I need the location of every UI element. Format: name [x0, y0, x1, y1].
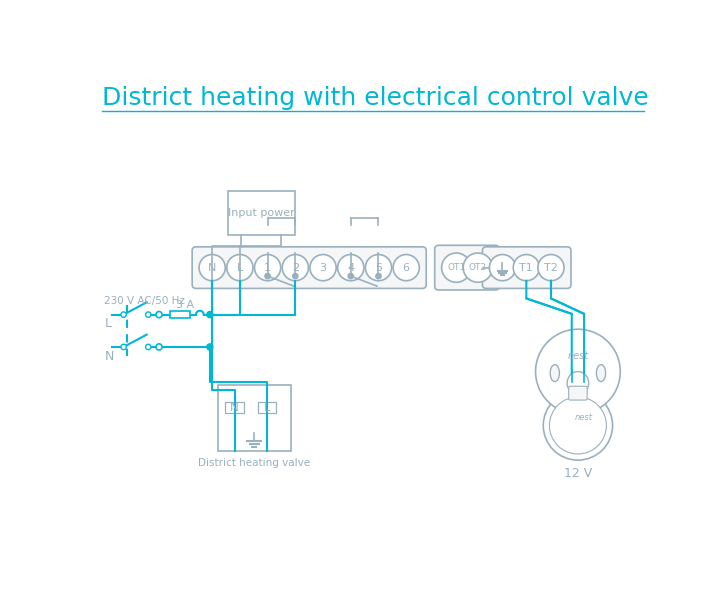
- Text: 230 V AC/50 Hz: 230 V AC/50 Hz: [103, 296, 184, 306]
- Bar: [225, 402, 244, 413]
- Circle shape: [543, 391, 612, 460]
- Circle shape: [550, 397, 606, 454]
- Text: 5: 5: [375, 263, 382, 273]
- Text: District heating valve: District heating valve: [198, 458, 310, 468]
- Text: OT2: OT2: [469, 263, 487, 272]
- Circle shape: [393, 255, 419, 281]
- Text: N: N: [208, 263, 216, 273]
- FancyBboxPatch shape: [192, 247, 426, 289]
- Text: nest: nest: [567, 351, 588, 361]
- FancyBboxPatch shape: [483, 247, 571, 289]
- Circle shape: [265, 273, 270, 279]
- Text: 1: 1: [264, 263, 271, 273]
- Text: 6: 6: [403, 263, 410, 273]
- FancyBboxPatch shape: [569, 386, 587, 400]
- Circle shape: [146, 312, 151, 317]
- Circle shape: [376, 273, 381, 279]
- Bar: [258, 402, 276, 413]
- Ellipse shape: [550, 365, 559, 381]
- Ellipse shape: [567, 372, 589, 394]
- Text: N: N: [230, 402, 239, 414]
- Circle shape: [293, 273, 298, 279]
- Circle shape: [156, 344, 162, 350]
- Circle shape: [199, 255, 225, 281]
- Text: L: L: [237, 263, 243, 273]
- Text: District heating with electrical control valve: District heating with electrical control…: [102, 86, 649, 110]
- Circle shape: [207, 311, 213, 318]
- Circle shape: [227, 255, 253, 281]
- Circle shape: [146, 345, 151, 350]
- Circle shape: [489, 255, 515, 281]
- Bar: [218, 386, 290, 451]
- Circle shape: [463, 253, 492, 282]
- Circle shape: [282, 255, 309, 281]
- Ellipse shape: [596, 365, 606, 381]
- Circle shape: [513, 255, 539, 281]
- Text: 3: 3: [320, 263, 327, 273]
- Circle shape: [156, 311, 162, 318]
- Text: T2: T2: [544, 263, 558, 273]
- Circle shape: [207, 344, 213, 350]
- Text: 2: 2: [292, 263, 299, 273]
- Text: OT1: OT1: [447, 263, 465, 272]
- Circle shape: [338, 255, 364, 281]
- Circle shape: [442, 253, 471, 282]
- FancyBboxPatch shape: [435, 245, 499, 290]
- Text: 3 A: 3 A: [176, 301, 194, 310]
- Text: L: L: [105, 317, 112, 330]
- Circle shape: [310, 255, 336, 281]
- Text: 12 V: 12 V: [563, 467, 592, 481]
- Text: 4: 4: [347, 263, 355, 273]
- Text: L: L: [264, 402, 270, 414]
- Circle shape: [536, 329, 620, 414]
- Circle shape: [538, 255, 564, 281]
- Text: Input power: Input power: [228, 208, 295, 218]
- Text: T1: T1: [520, 263, 533, 273]
- Text: nest: nest: [575, 413, 593, 422]
- Text: N: N: [105, 350, 114, 363]
- Circle shape: [348, 273, 354, 279]
- Bar: [228, 191, 296, 235]
- Circle shape: [569, 387, 574, 391]
- Bar: [170, 311, 190, 318]
- Circle shape: [582, 387, 586, 391]
- Circle shape: [255, 255, 281, 281]
- Circle shape: [121, 312, 127, 317]
- Circle shape: [121, 345, 127, 350]
- Circle shape: [365, 255, 392, 281]
